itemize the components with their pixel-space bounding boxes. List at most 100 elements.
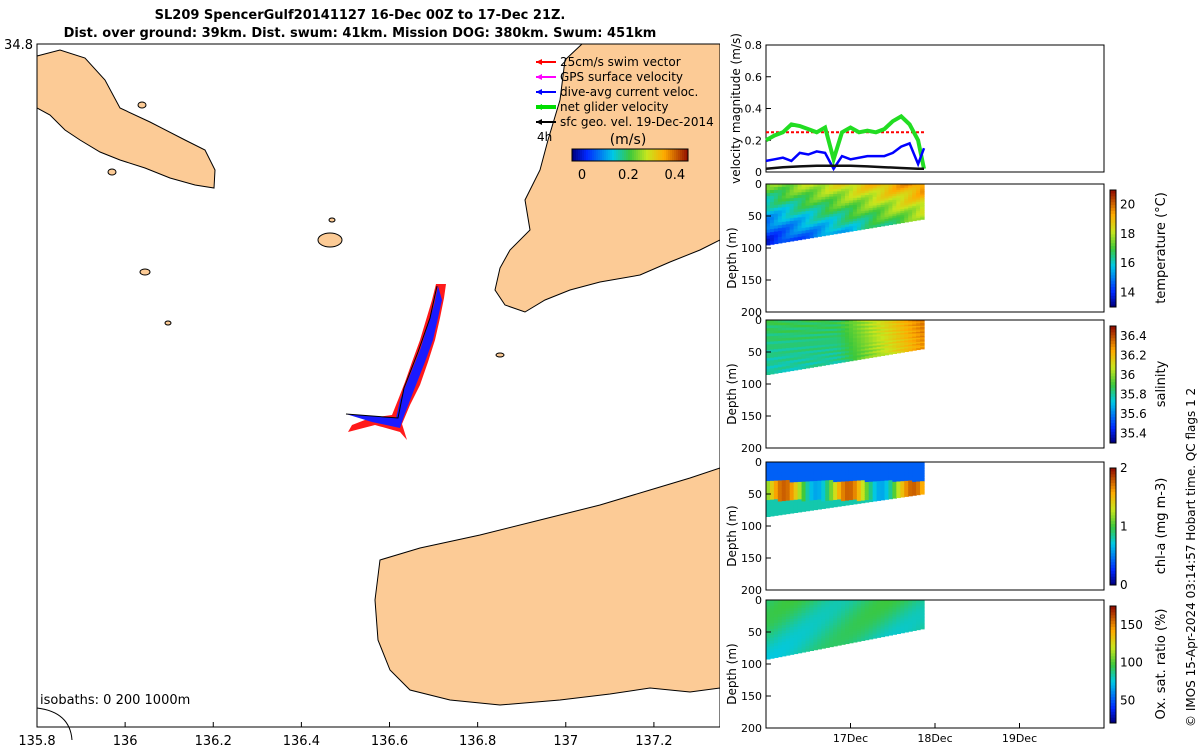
heatmap-cell	[920, 199, 925, 203]
heatmap-cell	[773, 195, 779, 200]
heatmap-cell	[801, 205, 807, 210]
heatmap-cell	[801, 184, 807, 188]
heatmap-cell	[856, 218, 862, 222]
heatmap-cell	[805, 365, 811, 369]
heatmap-cell	[825, 186, 830, 190]
heatmap-cell	[880, 351, 886, 355]
heatmap-cell	[817, 629, 822, 633]
heatmap-cell	[805, 227, 811, 231]
heatmap-cell	[766, 508, 771, 512]
heatmap-cell	[841, 468, 846, 472]
velocity-series-line	[765, 164, 924, 171]
heatmap-cell	[908, 329, 913, 332]
heatmap-cell	[852, 228, 858, 231]
heatmap-cell	[837, 213, 842, 217]
heatmap-cell	[920, 470, 925, 473]
heatmap-cell	[864, 468, 870, 471]
heatmap-cell	[833, 632, 838, 635]
heatmap-cell	[912, 216, 917, 220]
heatmap-cell	[920, 601, 925, 604]
heatmap-cell	[872, 467, 878, 471]
heatmap-cell	[766, 489, 771, 493]
heatmap-cell	[856, 608, 862, 611]
heatmap-cell	[860, 195, 866, 199]
heatmap-cell	[773, 338, 779, 342]
heatmap-cell	[876, 613, 882, 616]
heatmap-cell	[793, 474, 799, 478]
heatmap-cell	[876, 626, 882, 629]
heatmap-cell	[781, 498, 787, 502]
colorbar-cell	[1110, 251, 1116, 255]
heatmap-cell	[813, 490, 818, 494]
heatmap-cell	[769, 238, 775, 242]
heatmap-cell	[896, 326, 901, 329]
heatmap-cell	[900, 604, 905, 608]
heatmap-cell	[872, 216, 878, 220]
colorbar-cell	[1110, 192, 1116, 197]
heatmap-cell	[837, 495, 842, 498]
heatmap-cell	[880, 190, 886, 193]
heatmap-cell	[841, 642, 846, 645]
heatmap-cell	[912, 607, 917, 610]
heatmap-cell	[896, 334, 901, 337]
heatmap-cell	[872, 607, 878, 611]
heatmap-cell	[872, 349, 878, 352]
heatmap-cell	[829, 206, 834, 210]
heatmap-cell	[868, 329, 874, 332]
heatmap-cell	[920, 331, 925, 334]
heatmap-cell	[773, 625, 779, 630]
legend-arrowhead	[536, 89, 542, 95]
heatmap-cell	[789, 362, 795, 367]
heatmap-cell	[876, 343, 882, 346]
heatmap-cell	[848, 634, 854, 637]
colorbar-cell	[1110, 222, 1116, 226]
heatmap-cell	[920, 463, 925, 466]
heatmap-cell	[884, 184, 890, 187]
colorbar-cell	[638, 149, 641, 161]
heatmap-cell	[821, 320, 826, 323]
heatmap-cell	[813, 622, 818, 626]
heatmap-cell	[868, 205, 874, 209]
heatmap-cell	[821, 473, 826, 477]
colorbar-cell	[1110, 413, 1116, 418]
heatmap-cell	[884, 210, 890, 214]
heatmap-cell	[781, 467, 787, 471]
heatmap-cell	[841, 208, 846, 212]
heatmap-cell	[821, 626, 826, 630]
heatmap-cell	[904, 623, 909, 627]
heatmap-cell	[860, 354, 866, 358]
heatmap-cell	[852, 184, 858, 187]
heatmap-cell	[817, 480, 822, 484]
heatmap-cell	[809, 610, 815, 614]
heatmap-cell	[793, 624, 799, 628]
heatmap-cell	[821, 480, 826, 484]
colorbar-cell	[650, 149, 653, 161]
heatmap-cell	[813, 329, 818, 333]
heatmap-cell	[766, 199, 771, 203]
heatmap-cell	[789, 357, 795, 361]
heatmap-cell	[809, 486, 815, 490]
heatmap-cell	[880, 186, 886, 189]
heatmap-cell	[856, 468, 862, 471]
heatmap-cell	[793, 487, 799, 491]
heatmap-cell	[813, 488, 818, 492]
heatmap-cell	[833, 464, 838, 468]
heatmap-cell	[908, 341, 913, 344]
heatmap-cell	[880, 320, 886, 323]
heatmap-cell	[860, 490, 866, 494]
heatmap-cell	[872, 622, 878, 626]
heatmap-cell	[837, 499, 842, 503]
heatmap-cell	[781, 613, 787, 618]
heatmap-cell	[781, 508, 787, 513]
heatmap-cell	[777, 490, 783, 495]
heatmap-cell	[916, 205, 921, 208]
heatmap-cell	[868, 355, 874, 358]
heatmap-cell	[872, 329, 878, 332]
heatmap-cell	[841, 492, 846, 496]
heatmap-cell	[845, 498, 850, 502]
heatmap-cell	[864, 210, 870, 214]
heatmap-cell	[880, 344, 886, 348]
heatmap-cell	[896, 465, 901, 468]
heatmap-cell	[833, 361, 838, 364]
heatmap-cell	[912, 609, 917, 612]
